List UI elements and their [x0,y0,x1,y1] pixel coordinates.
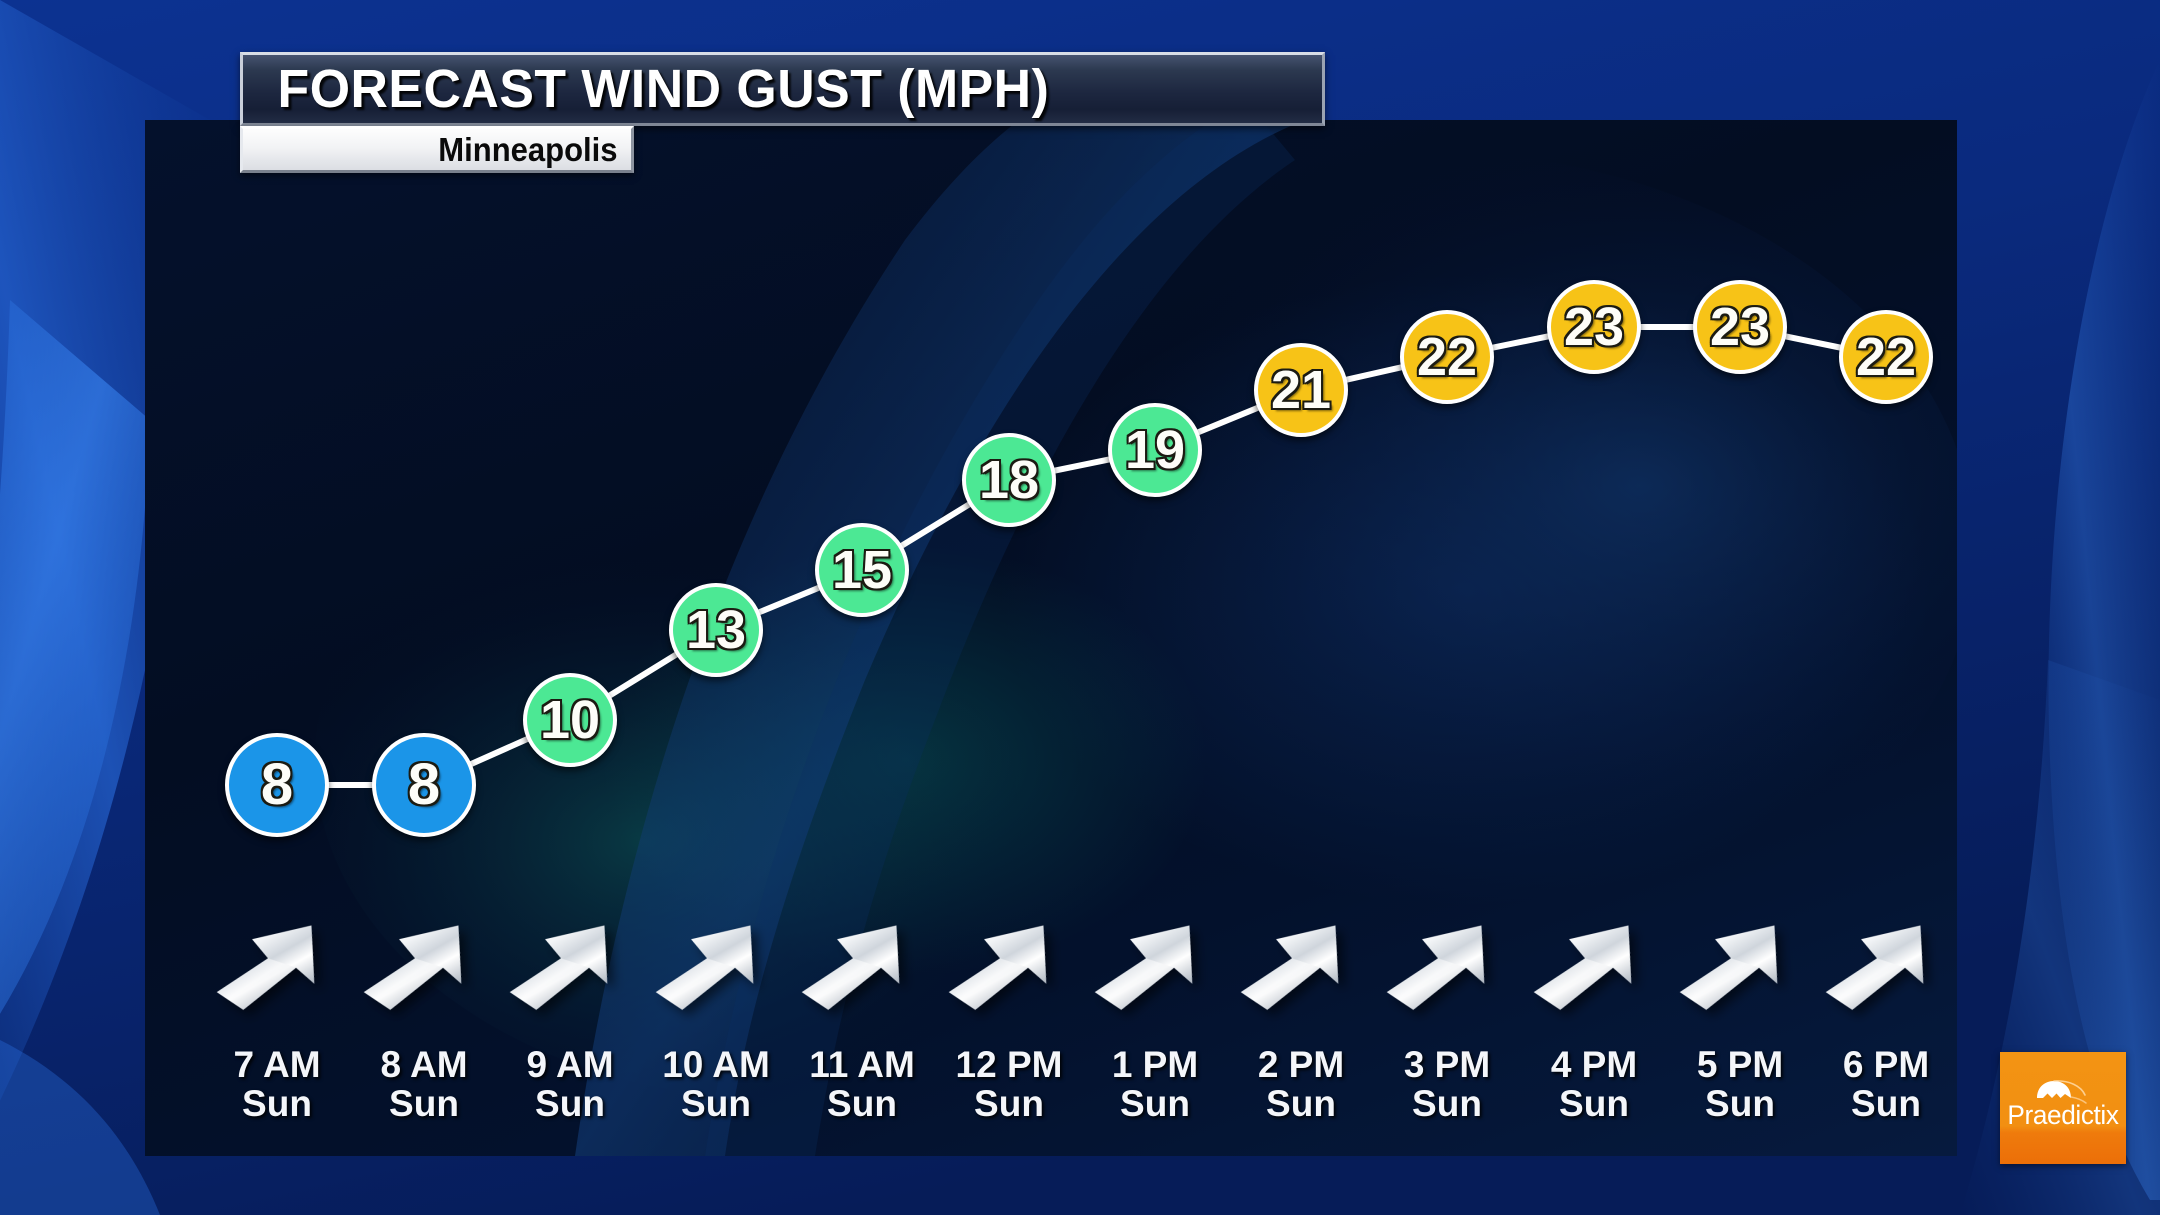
value-bubble-label: 18 [978,450,1040,510]
value-bubble: 15 [815,523,909,617]
time-axis-tick: 5 PM Sun [1640,1044,1840,1124]
value-bubble: 18 [962,433,1056,527]
tick-day: Sun [389,1082,459,1124]
value-bubble: 8 [225,733,329,837]
tick-day: Sun [242,1082,312,1124]
tick-time: 5 PM [1696,1044,1784,1085]
value-bubble: 10 [523,673,617,767]
value-bubble-label: 10 [539,690,601,750]
tick-time: 10 AM [662,1044,770,1085]
time-axis-tick: 8 AM Sun [324,1044,524,1124]
time-axis-tick: 2 PM Sun [1201,1044,1401,1124]
time-axis-tick: 11 AM Sun [762,1044,962,1124]
value-bubble-label: 21 [1270,360,1332,420]
tick-day: Sun [1266,1082,1336,1124]
value-bubble-label: 8 [260,752,294,817]
value-bubble: 22 [1839,310,1933,404]
time-axis-tick: 12 PM Sun [909,1044,1109,1124]
tick-day: Sun [1120,1082,1190,1124]
praedictix-logo[interactable]: Praedictix [2000,1052,2126,1164]
value-bubble: 8 [372,733,476,837]
time-axis-tick: 9 AM Sun [470,1044,670,1124]
value-bubble-label: 23 [1709,297,1771,357]
value-bubble-label: 22 [1416,327,1478,387]
time-axis-tick: 10 AM Sun [616,1044,816,1124]
tick-day: Sun [1705,1082,1775,1124]
tick-time: 12 PM [955,1044,1063,1085]
time-axis-tick: 7 AM Sun [177,1044,377,1124]
tick-day: Sun [974,1082,1044,1124]
value-bubble-label: 15 [831,540,893,600]
value-bubble: 23 [1547,280,1641,374]
chart-panel [145,120,1957,1156]
panel-glow [315,120,1957,1156]
tick-day: Sun [535,1082,605,1124]
city-label-box: Minneapolis [240,126,634,173]
value-bubble: 13 [669,583,763,677]
value-bubble: 21 [1254,343,1348,437]
time-axis-tick: 1 PM Sun [1055,1044,1255,1124]
tick-time: 9 AM [526,1044,614,1085]
value-bubble-label: 8 [407,752,441,817]
value-bubble-label: 22 [1855,327,1917,387]
page-title: FORECAST WIND GUST (MPH) [277,59,1050,119]
tick-day: Sun [1559,1082,1629,1124]
tick-time: 11 AM [809,1044,915,1085]
logo-text: Praedictix [2007,1100,2119,1130]
tick-time: 8 AM [380,1044,468,1085]
title-bar: FORECAST WIND GUST (MPH) [240,52,1325,126]
umbrella-icon [2037,1080,2087,1104]
tick-time: 7 AM [233,1044,321,1085]
city-name: Minneapolis [438,130,618,168]
time-axis-tick: 4 PM Sun [1494,1044,1694,1124]
value-bubble: 22 [1400,310,1494,404]
value-bubble-label: 23 [1563,297,1625,357]
value-bubble-label: 13 [685,600,747,660]
tick-time: 1 PM [1111,1044,1199,1085]
value-bubble: 23 [1693,280,1787,374]
tick-time: 3 PM [1403,1044,1491,1085]
tick-day: Sun [681,1082,751,1124]
time-axis-tick: 6 PM Sun [1786,1044,1986,1124]
value-bubble: 19 [1108,403,1202,497]
tick-time: 4 PM [1550,1044,1638,1085]
tick-time: 2 PM [1257,1044,1345,1085]
value-bubble-label: 19 [1124,420,1186,480]
time-axis-tick: 3 PM Sun [1347,1044,1547,1124]
tick-day: Sun [1412,1082,1482,1124]
tick-day: Sun [827,1082,897,1124]
tick-time: 6 PM [1842,1044,1930,1085]
tick-day: Sun [1851,1082,1921,1124]
